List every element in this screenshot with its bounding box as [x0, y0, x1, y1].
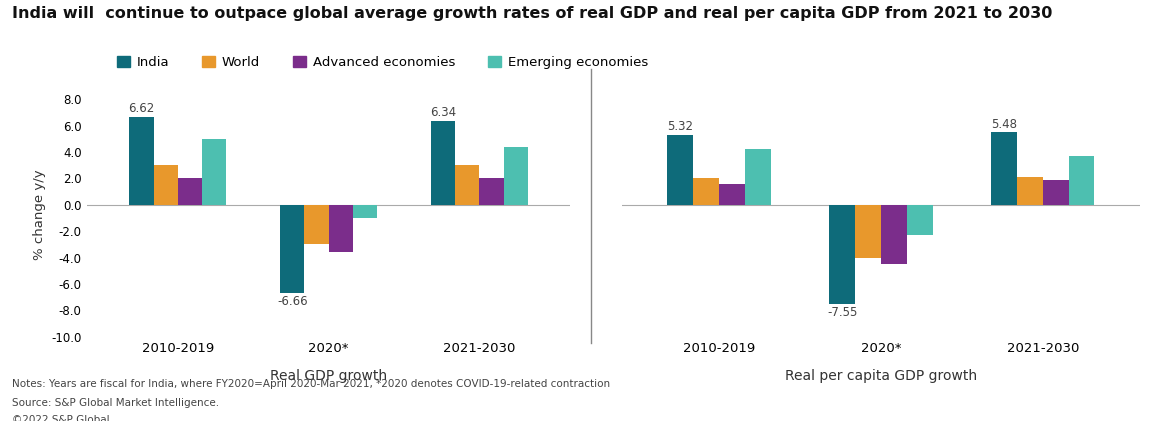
- Bar: [855, 205, 882, 258]
- Bar: [479, 179, 504, 205]
- Bar: [280, 205, 305, 293]
- Bar: [352, 205, 377, 218]
- Bar: [1016, 177, 1043, 205]
- Bar: [455, 165, 479, 205]
- Bar: [693, 179, 719, 205]
- Text: -7.55: -7.55: [827, 306, 857, 320]
- Bar: [882, 205, 907, 264]
- Bar: [504, 147, 528, 205]
- Text: 6.62: 6.62: [128, 102, 155, 115]
- Bar: [305, 205, 329, 245]
- Bar: [668, 135, 693, 205]
- Text: Notes: Years are fiscal for India, where FY2020=April 2020-Mar 2021, *2020 denot: Notes: Years are fiscal for India, where…: [12, 379, 609, 389]
- Bar: [178, 179, 202, 205]
- Text: 5.48: 5.48: [991, 117, 1016, 131]
- Bar: [329, 205, 352, 252]
- Bar: [1043, 180, 1069, 205]
- Bar: [154, 165, 178, 205]
- Text: ©2022 S&P Global.: ©2022 S&P Global.: [12, 415, 113, 421]
- Bar: [719, 184, 745, 205]
- Legend: India, World, Advanced economies, Emerging economies: India, World, Advanced economies, Emergi…: [112, 51, 654, 75]
- Text: -6.66: -6.66: [277, 295, 308, 308]
- Y-axis label: % change y/y: % change y/y: [33, 169, 45, 260]
- Text: Source: S&P Global Market Intelligence.: Source: S&P Global Market Intelligence.: [12, 398, 219, 408]
- X-axis label: Real per capita GDP growth: Real per capita GDP growth: [785, 369, 977, 383]
- Bar: [129, 117, 154, 205]
- Text: India will  continue to outpace global average growth rates of real GDP and real: India will continue to outpace global av…: [12, 6, 1053, 21]
- Bar: [907, 205, 933, 235]
- Bar: [431, 121, 455, 205]
- Bar: [829, 205, 855, 304]
- Text: 6.34: 6.34: [430, 106, 456, 119]
- X-axis label: Real GDP growth: Real GDP growth: [270, 369, 387, 383]
- Bar: [745, 149, 771, 205]
- Text: 5.32: 5.32: [668, 120, 693, 133]
- Bar: [991, 133, 1016, 205]
- Bar: [1069, 156, 1094, 205]
- Bar: [202, 139, 226, 205]
